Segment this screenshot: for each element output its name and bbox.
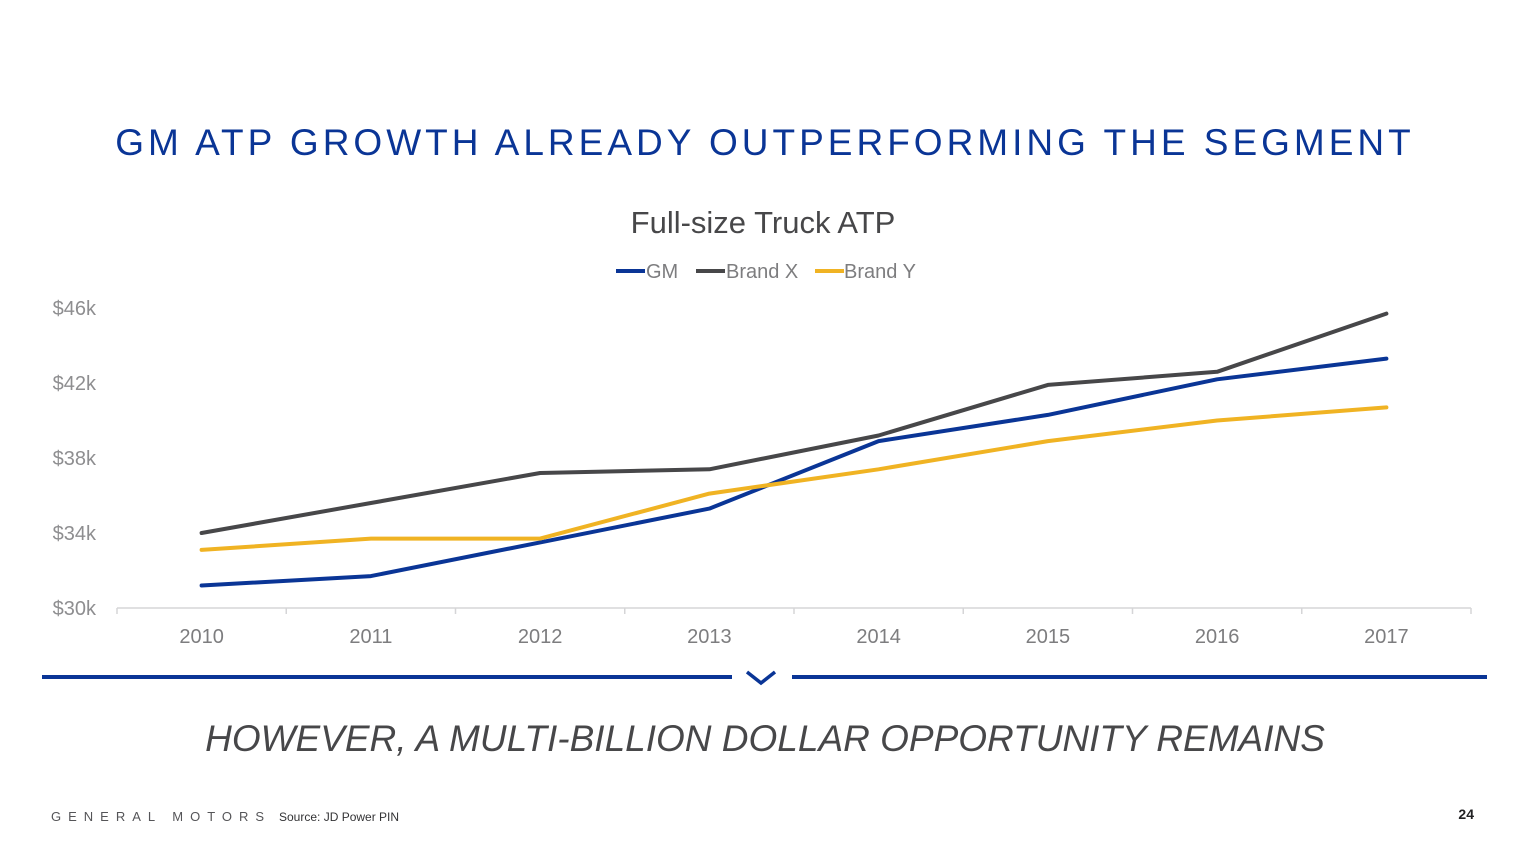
chart-legend: GM Brand X Brand Y: [616, 261, 916, 283]
line-chart: Full-size Truck ATP GM Brand X Brand Y $30…: [53, 205, 1472, 648]
divider-left: [42, 675, 732, 679]
x-tick-label: 2016: [1195, 626, 1240, 648]
series-line-gm: [199, 356, 1389, 588]
series-line-brand-y: [199, 405, 1389, 552]
y-tick-label: $30k: [53, 598, 97, 620]
series-line-brand-x: [199, 311, 1389, 535]
brand-logo: GENERAL MOTORS: [51, 809, 272, 824]
x-tick-label: 2010: [179, 626, 224, 648]
y-tick-label: $46k: [53, 298, 97, 320]
chart-title: Full-size Truck ATP: [631, 205, 896, 240]
x-tick-label: 2014: [856, 626, 901, 648]
chevron-down-icon: [745, 670, 777, 686]
y-axis: $30k $34k $38k $42k $46k: [53, 298, 97, 620]
source-note: Source: JD Power PIN: [279, 810, 400, 824]
x-tick-label: 2017: [1364, 626, 1409, 648]
x-tick-label: 2015: [1026, 626, 1071, 648]
y-tick-label: $42k: [53, 373, 97, 395]
page-number: 24: [1458, 806, 1474, 822]
legend-label: Brand Y: [844, 261, 916, 283]
legend-label: Brand X: [726, 261, 798, 283]
tagline: HOWEVER, A MULTI-BILLION DOLLAR OPPORTUN…: [205, 718, 1325, 759]
x-tick-label: 2013: [687, 626, 732, 648]
x-tick-label: 2011: [349, 626, 392, 648]
slide-title: GM ATP GROWTH ALREADY OUTPERFORMING THE …: [115, 122, 1415, 163]
y-tick-label: $34k: [53, 523, 97, 545]
x-tick-label: 2012: [518, 626, 563, 648]
divider-right: [792, 675, 1487, 679]
x-axis: 2010 2011 2012 2013 2014 2015 2016 2017: [116, 607, 1472, 648]
legend-label: GM: [646, 261, 678, 283]
series-layer: [199, 311, 1389, 588]
y-tick-label: $38k: [53, 448, 97, 470]
